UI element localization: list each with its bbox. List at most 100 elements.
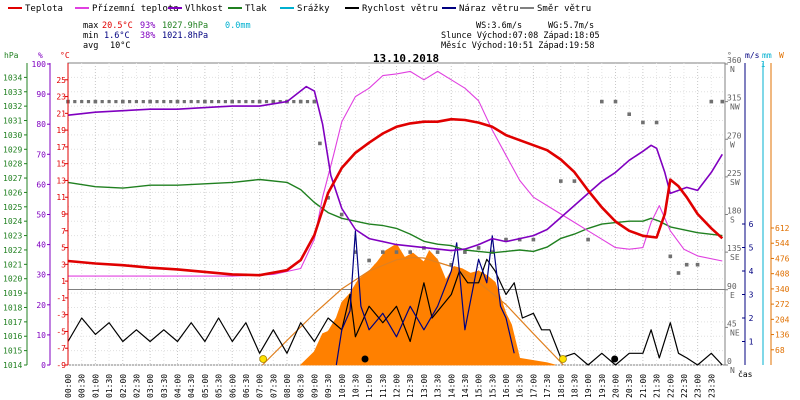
- x-tick-label: 04:00: [174, 374, 183, 398]
- wind-dir-point: [182, 100, 186, 104]
- wind-dir-point: [668, 254, 673, 259]
- x-tick-label: 04:30: [187, 374, 196, 398]
- w-tick-label: 272: [775, 300, 790, 309]
- axis-title-x: čas: [738, 369, 753, 379]
- ms-tick-label: 1: [749, 338, 754, 347]
- wind-dir-point: [203, 100, 207, 104]
- wind-dir-point: [141, 100, 145, 104]
- wind-dir-point: [148, 100, 152, 104]
- wind-dir-point: [223, 100, 227, 104]
- degc-tick-label: -5: [56, 327, 66, 336]
- x-tick-label: 06:00: [228, 374, 237, 398]
- stat-min-press: 1021.8hPa: [162, 31, 208, 41]
- ms-tick-label: 2: [749, 314, 754, 323]
- dir-tick-compass: SE: [730, 253, 740, 262]
- x-tick-label: 11:30: [379, 374, 388, 398]
- wind-gust-line: [335, 230, 515, 366]
- dir-tick-value: 225: [727, 169, 742, 178]
- dir-tick-value: 135: [727, 244, 742, 253]
- hpa-tick-label: 1027: [3, 174, 22, 183]
- wind-dir-point: [305, 100, 310, 104]
- w-tick-label: 204: [775, 315, 790, 324]
- pct-tick-label: 0: [41, 361, 46, 370]
- hpa-tick-label: 1033: [3, 88, 22, 97]
- wind-dir-point: [339, 212, 344, 217]
- wind-dir-point: [613, 99, 618, 104]
- wind-dir-point: [189, 100, 193, 104]
- w-tick-label: 544: [775, 239, 790, 248]
- x-tick-label: 20:00: [612, 374, 621, 398]
- x-tick-label: 23:30: [707, 374, 716, 398]
- wind-dir-point: [318, 141, 322, 146]
- wind-dir-point: [292, 100, 296, 104]
- x-tick-label: 00:30: [78, 374, 87, 398]
- wind-dir-point: [264, 100, 269, 104]
- wind-dir-point: [367, 258, 371, 263]
- degc-tick-label: 7: [61, 227, 66, 236]
- dir-tick-compass: N: [730, 65, 735, 74]
- wind-dir-point: [244, 100, 248, 104]
- wind-dir-point: [217, 100, 221, 104]
- hpa-tick-label: 1021: [3, 260, 22, 269]
- hpa-tick-label: 1030: [3, 131, 22, 140]
- wind-dir-point: [709, 99, 714, 104]
- wind-dir-point: [572, 179, 577, 183]
- dir-tick-compass: N: [730, 366, 735, 375]
- x-tick-label: 02:00: [119, 374, 128, 398]
- stat-moon: Měsíc Východ:10:51 Západ:19:58: [441, 41, 595, 51]
- wind-dir-point: [210, 100, 214, 104]
- x-tick-label: 15:00: [475, 374, 484, 398]
- x-tick-label: 19:30: [598, 374, 607, 398]
- stat-max-rain: 0.0mm: [225, 21, 251, 31]
- legend-label-7: Směr větru: [537, 4, 591, 14]
- wind-dir-point: [381, 250, 385, 254]
- stat-min-temp: 1.6°C: [104, 31, 130, 41]
- dir-tick-compass: S: [730, 216, 735, 225]
- wind-dir-point: [196, 100, 200, 104]
- hpa-tick-label: 1015: [3, 347, 22, 356]
- x-tick-label: 16:30: [516, 374, 525, 398]
- stats-block: max 20.5°C 93% 1027.9hPa 0.0mm min 1.6°C…: [83, 21, 600, 51]
- x-tick-label: 19:00: [584, 374, 593, 398]
- solar-theoretical-line: [261, 256, 564, 366]
- x-tick-label: 10:00: [338, 374, 347, 398]
- stat-wg: WG:5.7m/s: [548, 21, 594, 31]
- degc-tick-label: 11: [56, 193, 66, 202]
- wind-dir-point: [586, 237, 590, 242]
- x-tick-label: 12:00: [393, 374, 402, 398]
- right-axes: 360N315NW270W225SW180S135SE90E45NE0N6543…: [724, 56, 790, 375]
- x-tick-label: 01:30: [105, 374, 114, 398]
- dir-tick-value: 90: [727, 282, 737, 291]
- degc-tick-label: -9: [56, 361, 66, 370]
- x-tick-label: 02:30: [132, 374, 141, 398]
- dir-tick-compass: NE: [730, 328, 740, 337]
- pct-tick-label: 40: [36, 241, 46, 250]
- hpa-tick-label: 1028: [3, 160, 22, 169]
- wind-dir-point: [100, 100, 104, 104]
- wind-dir-point: [237, 100, 241, 104]
- x-tick-label: 17:00: [529, 374, 538, 398]
- degc-tick-label: 1: [61, 277, 66, 286]
- wind-dir-point: [408, 250, 412, 254]
- ms-tick-label: 6: [749, 220, 754, 229]
- x-tick-label: 21:30: [653, 374, 662, 398]
- hpa-tick-label: 1022: [3, 246, 22, 255]
- dir-tick-compass: NW: [730, 103, 740, 112]
- wind-dir-point: [230, 100, 234, 104]
- stat-max-press: 1027.9hPa: [162, 21, 208, 31]
- stat-min-label: min: [83, 31, 98, 41]
- wind-dir-point: [114, 100, 118, 104]
- wind-dir-point: [394, 250, 399, 254]
- legend-label-0: Teplota: [25, 4, 63, 14]
- degc-tick-label: 25: [56, 76, 66, 85]
- x-tick-label: 14:30: [461, 374, 470, 398]
- wind-dir-point: [93, 100, 97, 104]
- wind-dir-point: [107, 100, 111, 104]
- dir-tick-value: 0: [727, 357, 732, 366]
- wind-dir-point: [449, 262, 453, 267]
- wind-dir-point: [676, 271, 681, 275]
- stat-min-hum: 38%: [140, 31, 155, 41]
- dir-tick-value: 270: [727, 131, 742, 140]
